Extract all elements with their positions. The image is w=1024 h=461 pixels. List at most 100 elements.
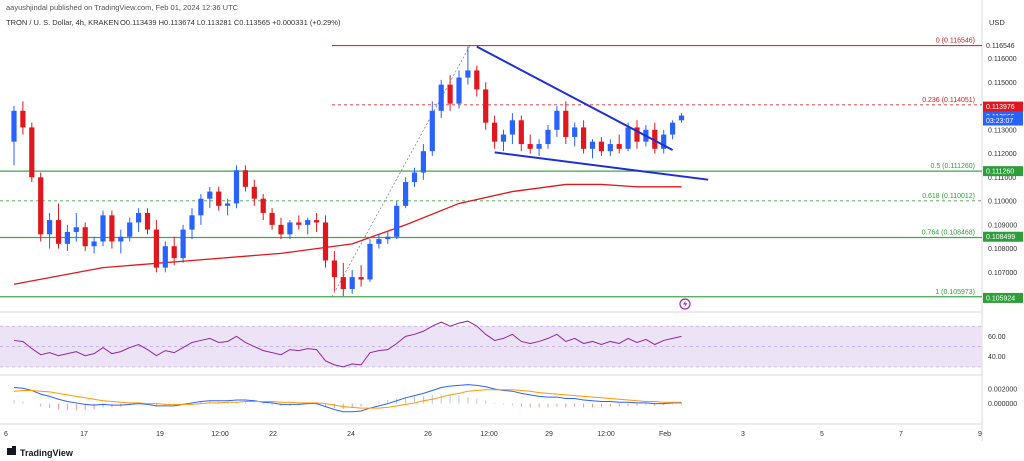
candle-body: [474, 70, 480, 90]
lightning-icon[interactable]: [679, 298, 691, 310]
candle-body: [376, 239, 382, 244]
price-badge-text: 0.111260: [986, 169, 1014, 176]
macd-line: [13, 384, 682, 413]
candle-body: [118, 236, 124, 242]
fib-label-2: 0.5 (0.111260): [931, 163, 976, 170]
candle: [367, 239, 373, 282]
candle: [438, 79, 444, 118]
candle: [198, 193, 204, 225]
candle-body: [634, 127, 640, 142]
candle: [474, 65, 480, 97]
candle: [634, 120, 640, 149]
currency-label: USD: [989, 18, 1005, 27]
candle: [322, 215, 329, 268]
candle: [91, 236, 97, 254]
candle: [153, 220, 159, 273]
candle-body: [678, 115, 685, 121]
candle: [581, 120, 587, 154]
candle: [100, 210, 106, 247]
candle: [420, 144, 426, 180]
candle: [20, 101, 26, 135]
moving-average: [13, 183, 682, 285]
candle-body: [411, 172, 418, 183]
candle: [411, 167, 418, 187]
price-badge-text: 0.108499: [986, 234, 1015, 241]
candle: [661, 129, 667, 154]
candle-body: [242, 170, 248, 187]
time-tick: 26: [424, 431, 432, 438]
candle-body: [670, 122, 676, 135]
candle: [492, 115, 498, 149]
candle-body: [296, 222, 302, 225]
candle: [118, 229, 124, 254]
candle: [509, 113, 515, 145]
candle-body: [331, 260, 337, 278]
price-tick: 0.109000: [988, 222, 1017, 229]
time-tick: 6: [4, 431, 8, 438]
price-tick: 0.113000: [988, 127, 1017, 134]
price-badge-1: 0.113976: [983, 101, 1023, 112]
candle-body: [465, 70, 471, 78]
fib-label-0: 0 (0.116546): [936, 38, 975, 45]
candle-body: [358, 277, 364, 280]
time-tick: 12:00: [597, 431, 615, 438]
candle-body: [127, 222, 133, 237]
candle-body: [278, 224, 284, 235]
trendline-0: [476, 45, 674, 151]
candle-body: [189, 215, 195, 230]
trendline-1: [494, 151, 709, 181]
candle-body: [420, 151, 426, 173]
price-badge-bg: [983, 292, 1023, 303]
candle-body: [438, 84, 444, 111]
candle: [47, 212, 53, 249]
candle-body: [314, 220, 320, 223]
candle: [678, 113, 685, 123]
price-tick: 0.115000: [988, 80, 1017, 87]
candle-body: [198, 198, 204, 216]
time-tick: 12:00: [480, 431, 498, 438]
candle: [545, 125, 551, 149]
candle: [216, 186, 222, 211]
ma-line: [13, 183, 682, 285]
candle: [536, 139, 542, 156]
candle: [331, 250, 337, 292]
candle: [483, 82, 489, 130]
candle-body: [385, 236, 391, 240]
macd-indicator: [13, 384, 682, 413]
price-badge-text: 0.113976: [986, 104, 1015, 111]
candle: [29, 122, 35, 183]
candle-body: [563, 110, 569, 137]
candle: [296, 215, 302, 230]
time-tick: 22: [269, 431, 277, 438]
candle-body: [545, 129, 551, 145]
rsi-tick: 40.00: [988, 354, 1006, 361]
price-badge-bg: [983, 231, 1023, 242]
macd-tick: 0.000000: [988, 401, 1017, 408]
fib-label-5: 1 (0.105973): [935, 289, 975, 296]
candle-body: [171, 246, 177, 259]
candle: [73, 212, 79, 242]
time-axis: 6 17 19 12:00 22 24 26 12:00 29 12:00 Feb 3 5 7 9: [4, 431, 982, 438]
candle: [171, 236, 177, 266]
time-tick: 17: [80, 431, 88, 438]
candle-body: [322, 222, 329, 261]
candle: [403, 177, 409, 209]
candle-body: [616, 144, 622, 149]
candle: [465, 46, 471, 85]
time-tick: 7: [899, 431, 903, 438]
candle-body: [492, 122, 498, 142]
price-badge-text: 0.105924: [986, 295, 1015, 302]
time-tick: 29: [545, 431, 553, 438]
candle: [349, 269, 355, 294]
candle-body: [82, 227, 88, 247]
candle-body: [483, 89, 489, 123]
candle: [376, 234, 382, 249]
candle-body: [581, 127, 587, 149]
candle: [127, 217, 133, 242]
candle-body: [340, 277, 346, 289]
tradingview-logo: [7, 446, 16, 455]
candle-body: [518, 120, 524, 145]
candle: [64, 224, 70, 251]
candle-body: [153, 229, 159, 268]
